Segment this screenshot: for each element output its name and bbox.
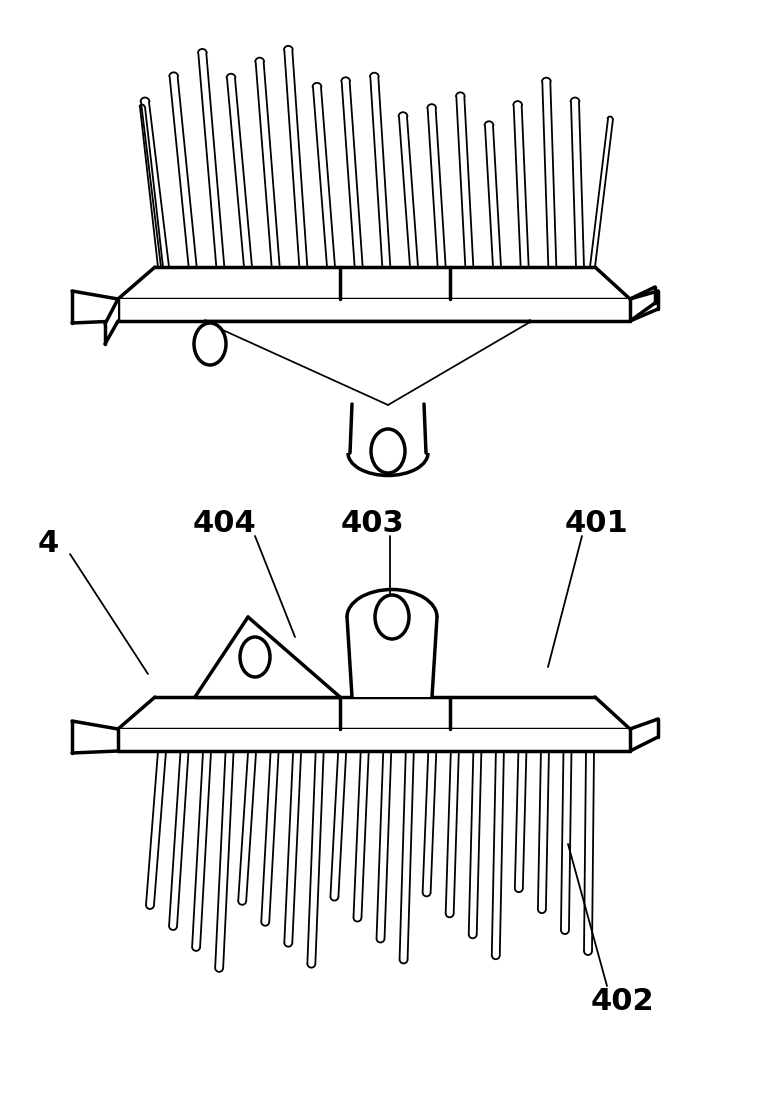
Ellipse shape [194, 323, 226, 365]
Polygon shape [118, 267, 630, 299]
Ellipse shape [240, 637, 270, 677]
Text: 402: 402 [591, 987, 654, 1015]
Ellipse shape [375, 595, 409, 639]
Text: 4: 4 [37, 530, 58, 558]
Polygon shape [72, 291, 118, 323]
Text: 403: 403 [340, 510, 404, 539]
Polygon shape [347, 592, 437, 697]
Polygon shape [118, 729, 630, 751]
Polygon shape [195, 617, 340, 697]
Polygon shape [118, 697, 630, 729]
Polygon shape [105, 299, 118, 344]
Polygon shape [205, 321, 530, 404]
Polygon shape [118, 299, 630, 321]
Text: 404: 404 [193, 510, 257, 539]
Ellipse shape [371, 429, 405, 473]
Text: 401: 401 [565, 510, 629, 539]
